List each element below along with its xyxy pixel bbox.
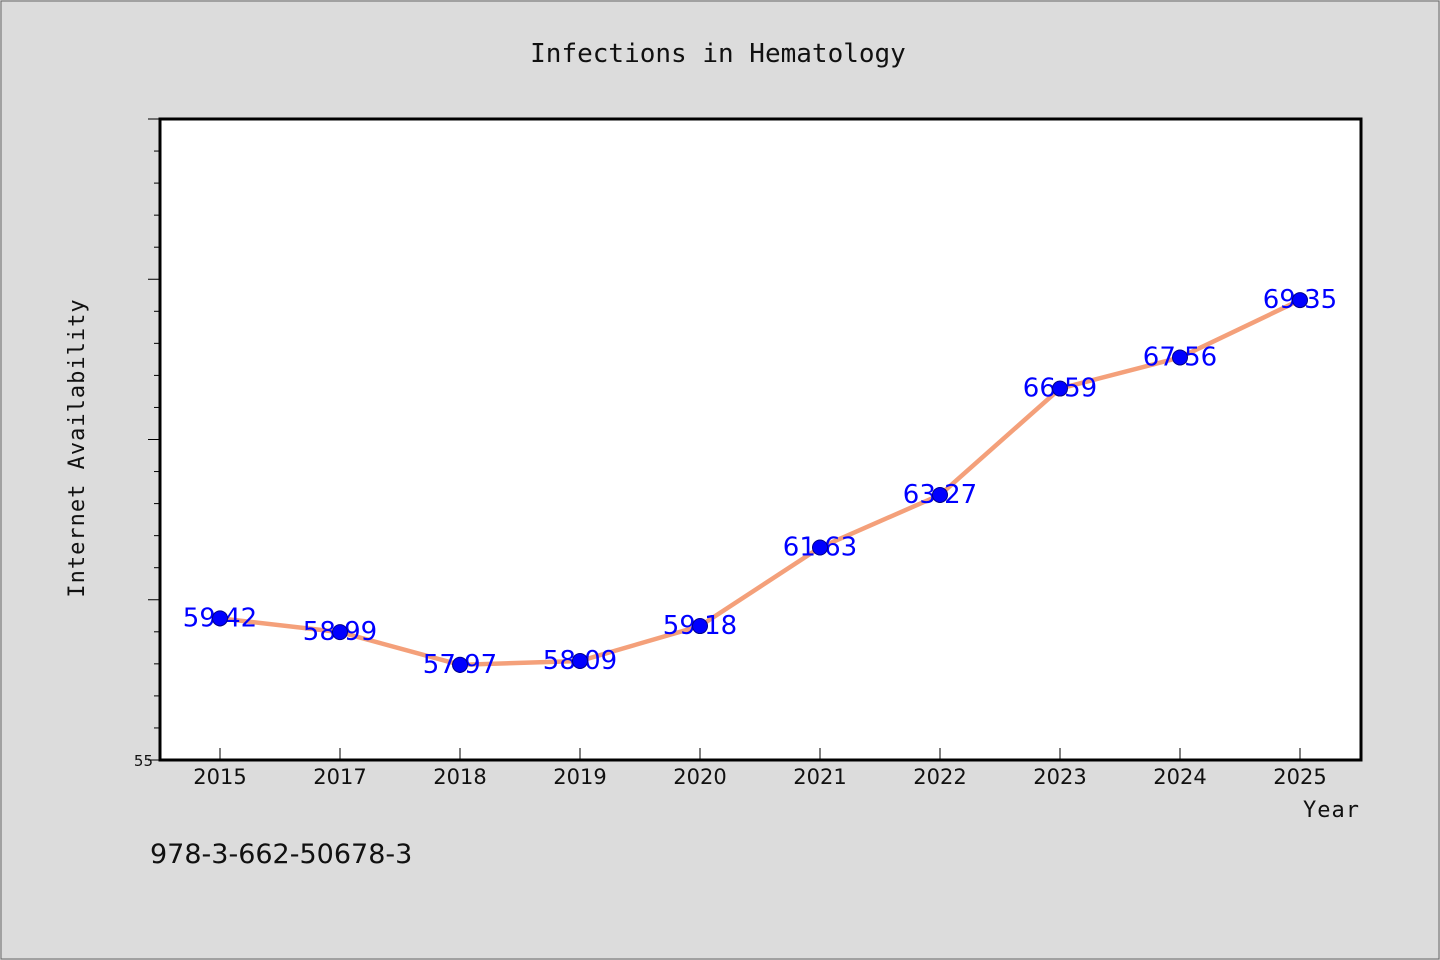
data-point <box>572 652 588 669</box>
series-group: 59.4258.9957.9758.0959.1861.6363.2766.59… <box>183 285 1337 680</box>
x-tick-label: 2022 <box>913 765 966 789</box>
data-point <box>1172 349 1188 366</box>
x-tick-label: 2023 <box>1033 765 1086 789</box>
data-point <box>212 610 228 627</box>
data-point <box>332 624 348 641</box>
data-point <box>812 539 828 556</box>
x-tick-label: 2021 <box>793 765 846 789</box>
x-tick-label: 2020 <box>673 765 726 789</box>
data-point <box>692 618 708 635</box>
y-tick-label: 55 <box>134 752 153 770</box>
x-axis-ticks: 2015 2017 2018 2019 2020 2021 2022 2023 2024 2025 <box>193 748 1327 789</box>
x-tick-label: 2017 <box>313 765 366 789</box>
data-point <box>932 486 948 503</box>
plot-area <box>158 117 1363 762</box>
y-axis-ticks <box>148 118 160 761</box>
x-tick-label: 2015 <box>193 765 246 789</box>
footnote: 978-3-662-50678-3 <box>150 839 412 870</box>
chart-title: Infections in Hematology <box>530 39 906 69</box>
data-point <box>1052 380 1068 397</box>
x-tick-label: 2018 <box>433 765 486 789</box>
data-point <box>452 656 468 673</box>
x-axis-title: Year <box>1303 798 1360 823</box>
data-point <box>1292 292 1308 309</box>
x-tick-label: 2024 <box>1153 765 1206 789</box>
series-line <box>217 297 1303 668</box>
x-tick-label: 2019 <box>553 765 606 789</box>
x-tick-label: 2025 <box>1273 765 1326 789</box>
y-axis-title: Internet Availability <box>65 298 90 597</box>
